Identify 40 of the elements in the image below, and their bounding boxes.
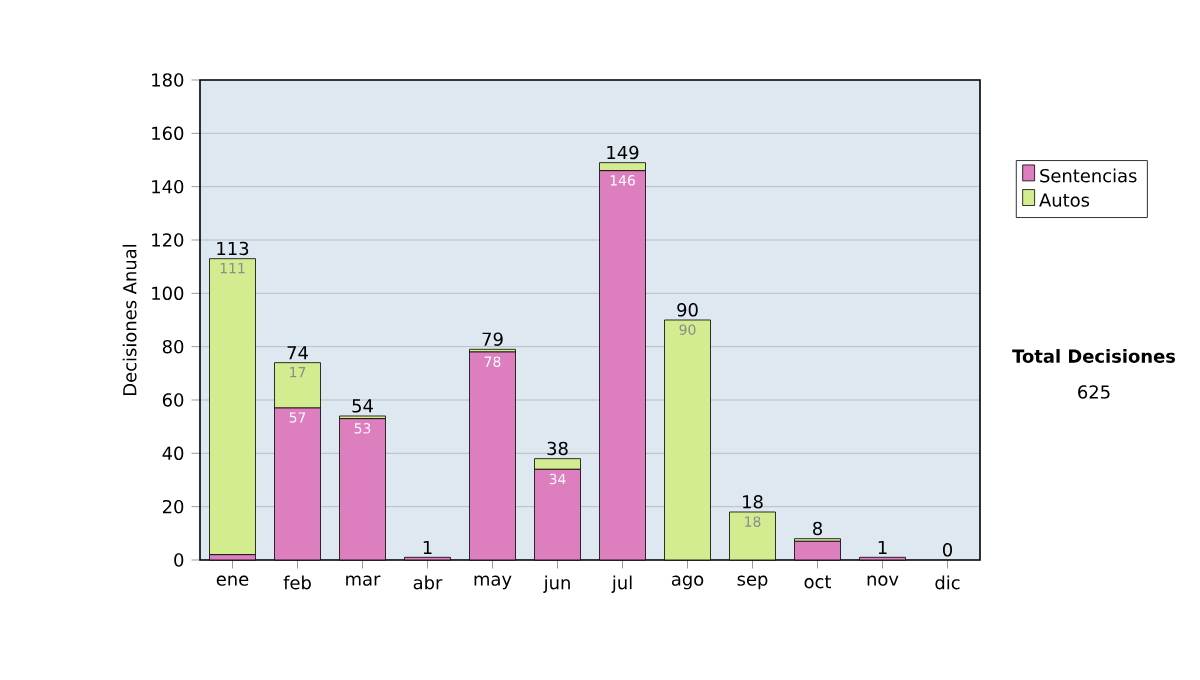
text: 625 bbox=[1078, 385, 1110, 399]
x-tick-label: jun bbox=[543, 575, 570, 593]
total-label: 0 bbox=[942, 543, 953, 557]
x-tick-label: sep bbox=[737, 575, 768, 590]
total-label: 113 bbox=[217, 241, 249, 256]
y-tick-label: 180 bbox=[152, 73, 184, 87]
y-tick-label: 80 bbox=[162, 339, 184, 354]
legend-label: Autos bbox=[1039, 193, 1090, 207]
x-tick-label: dic bbox=[935, 575, 960, 590]
x-tick-label: ago bbox=[671, 575, 704, 590]
total-label: 8 bbox=[813, 521, 822, 536]
x-tick-label: mar bbox=[346, 575, 381, 586]
total-label: 1 bbox=[423, 540, 432, 554]
x-tick-label: feb bbox=[283, 575, 311, 590]
legend-label: Sentencias bbox=[1040, 168, 1137, 183]
total-label: 38 bbox=[547, 441, 568, 456]
text: Total Decisiones bbox=[1012, 349, 1176, 363]
total-label: 149 bbox=[607, 145, 639, 160]
y-tick-label: 100 bbox=[152, 286, 184, 301]
y-tick-label: 160 bbox=[152, 126, 184, 141]
total-label: 90 bbox=[677, 303, 698, 317]
x-tick-label: abr bbox=[413, 575, 443, 590]
y-tick-label: 60 bbox=[162, 393, 184, 407]
y-tick-label: 20 bbox=[162, 499, 184, 514]
total-label: 1 bbox=[878, 540, 887, 554]
y-tick-label: 140 bbox=[152, 179, 184, 194]
y-tick-label: 40 bbox=[162, 446, 184, 461]
x-tick-label: oct bbox=[804, 575, 832, 589]
total-label: 54 bbox=[352, 399, 373, 413]
total-label: 18 bbox=[743, 495, 763, 509]
x-tick-label: jul bbox=[611, 575, 632, 593]
x-tick-label: nov bbox=[867, 575, 899, 586]
total-label: 79 bbox=[482, 332, 503, 346]
x-tick-label: ene bbox=[216, 575, 249, 586]
bar bbox=[209, 258, 256, 556]
y-tick-label: 0 bbox=[174, 553, 184, 567]
y-axis-title: Decisiones Anual bbox=[122, 244, 137, 395]
x-tick-label: may bbox=[474, 575, 512, 590]
y-tick-label: 120 bbox=[152, 233, 184, 247]
total-label: 74 bbox=[287, 346, 308, 360]
